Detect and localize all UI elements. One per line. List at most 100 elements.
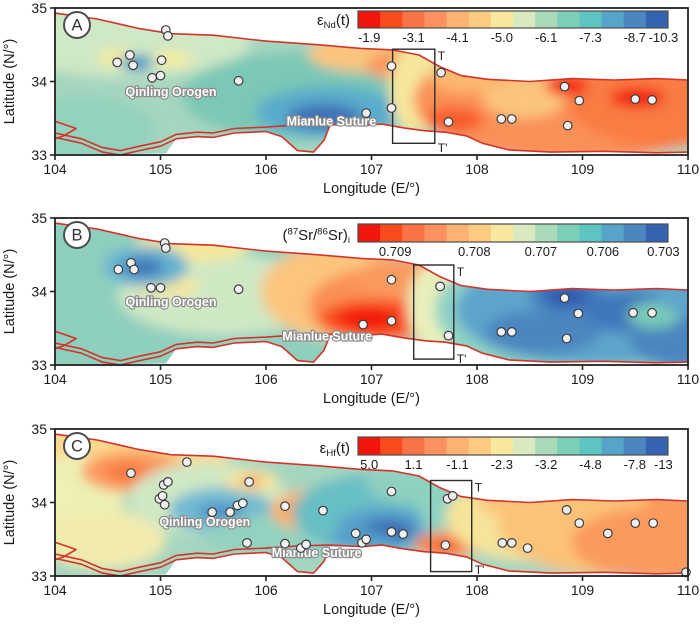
sample-point — [647, 94, 657, 105]
x-tick-label: 107 — [360, 371, 384, 387]
colorbar-segment — [513, 437, 536, 455]
x-tick-label: 107 — [360, 582, 384, 598]
sample-point — [559, 81, 570, 92]
x-tick-label: 109 — [571, 371, 595, 387]
colorbar-border — [357, 436, 669, 456]
x-tick-label: 105 — [149, 582, 173, 598]
colorbar-segment — [446, 11, 470, 28]
sample-point — [112, 57, 123, 68]
sample-point — [647, 307, 657, 318]
mianlue-suture-lower-line — [54, 336, 331, 366]
colorbar-title: εHf(t) — [320, 440, 350, 459]
x-tick-label: 106 — [254, 371, 278, 387]
orogen-north-boundary-line — [54, 433, 689, 504]
region-label: Mianlue Suture — [287, 115, 377, 129]
colorbar-segment — [490, 224, 514, 242]
x-tick-label: 109 — [571, 161, 595, 177]
colorbar-segment — [601, 11, 625, 28]
colorbar-segment — [645, 224, 669, 242]
colorbar-border — [357, 10, 669, 29]
sample-point — [574, 518, 585, 528]
x-tick-label: 104 — [43, 371, 67, 387]
mianlue-suture-line — [54, 544, 689, 575]
y-axis-title: Latitude (N/°) — [2, 249, 18, 335]
sample-point — [162, 31, 173, 41]
mianlue-suture-line — [54, 333, 689, 364]
sample-point — [574, 95, 585, 106]
contour-blob — [287, 103, 361, 130]
colorbar-segment — [424, 11, 448, 28]
colorbar-tick-label: 0.709 — [379, 244, 412, 259]
west-boundary-line — [54, 541, 77, 561]
colorbar-tick-label: -2.3 — [491, 457, 513, 472]
mianlue-suture-lower-line — [54, 126, 331, 156]
colorbar-segment — [358, 437, 381, 455]
panel-letter-circle — [63, 432, 91, 460]
colorbar-border — [357, 223, 669, 243]
colorbar: 5.0 1.1 -1.1 -2.3 -3.2 -4.8 -7.8 -13 εHf(t) — [320, 436, 673, 472]
x-tick-label: 108 — [465, 161, 489, 177]
colorbar: 0.709 0.708 0.707 0.706 0.703 (87Sr/86Sr)i — [283, 223, 680, 259]
sample-point — [361, 534, 372, 545]
panel-b-map: T T' Qinling Orogen Mianlue Suture B 104 105 10… — [2, 210, 699, 407]
colorbar-segment — [557, 437, 580, 455]
colorbar-segment — [535, 224, 558, 242]
west-boundary-line — [54, 120, 77, 140]
y-tick-label: 35 — [31, 421, 47, 437]
panel-letter: C — [71, 438, 83, 456]
colorbar-tick-label: -5.0 — [491, 30, 513, 45]
colorbar-segment — [402, 224, 425, 242]
sample-point — [559, 293, 570, 303]
colorbar-tick-label: -1.1 — [446, 457, 468, 472]
sample-point — [358, 319, 369, 330]
colorbar-segment — [468, 437, 492, 455]
x-tick-label: 105 — [149, 371, 173, 387]
sample-point — [147, 72, 158, 83]
transect-label-bottom: T' — [438, 141, 448, 155]
colorbar-title: (87Sr/86Sr)i — [283, 227, 350, 247]
colorbar-tick-label: -8.7 — [624, 30, 646, 45]
colorbar-segment — [601, 437, 625, 455]
sample-point — [301, 539, 312, 550]
colorbar-segment — [380, 224, 403, 242]
sample-point — [506, 114, 517, 124]
x-axis-title: Longitude (E/°) — [323, 602, 420, 618]
sample-point — [386, 526, 397, 537]
colorbar-segment — [468, 224, 492, 242]
sample-point — [280, 501, 290, 512]
sample-point — [386, 486, 397, 497]
contour-blob — [149, 51, 193, 68]
sample-point — [155, 282, 166, 293]
sample-point — [562, 120, 573, 131]
region-label: Qinling Orogen — [159, 515, 250, 529]
x-axis-title: Longitude (E/°) — [323, 181, 420, 197]
x-tick-label: 104 — [43, 161, 67, 177]
sample-point — [350, 528, 361, 539]
sample-point — [561, 504, 572, 515]
colorbar-segment — [446, 437, 470, 455]
sample-point — [386, 274, 397, 285]
sample-point — [436, 67, 447, 78]
colorbar-tick-label: -13 — [654, 457, 673, 472]
colorbar-segment — [424, 224, 448, 242]
west-boundary-line — [54, 330, 77, 350]
colorbar-segment — [645, 11, 669, 28]
x-tick-label: 106 — [254, 161, 278, 177]
colorbar-segment — [402, 437, 425, 455]
sample-point — [242, 537, 252, 548]
colorbar-tick-label: -7.8 — [624, 457, 646, 472]
panel-letter-circle — [63, 11, 91, 39]
colorbar-segment — [402, 11, 425, 28]
panel-letter: B — [71, 227, 82, 245]
region-label: Mianlue Suture — [272, 546, 362, 560]
sample-point — [386, 103, 397, 113]
y-tick-label: 33 — [31, 147, 47, 163]
sample-point — [573, 308, 584, 319]
region-label: Qinling Orogen — [126, 295, 217, 309]
transect-rect — [429, 479, 473, 573]
sample-point — [225, 507, 236, 517]
transect-rect — [391, 48, 436, 144]
sample-point — [361, 108, 372, 118]
sample-point — [146, 282, 156, 293]
